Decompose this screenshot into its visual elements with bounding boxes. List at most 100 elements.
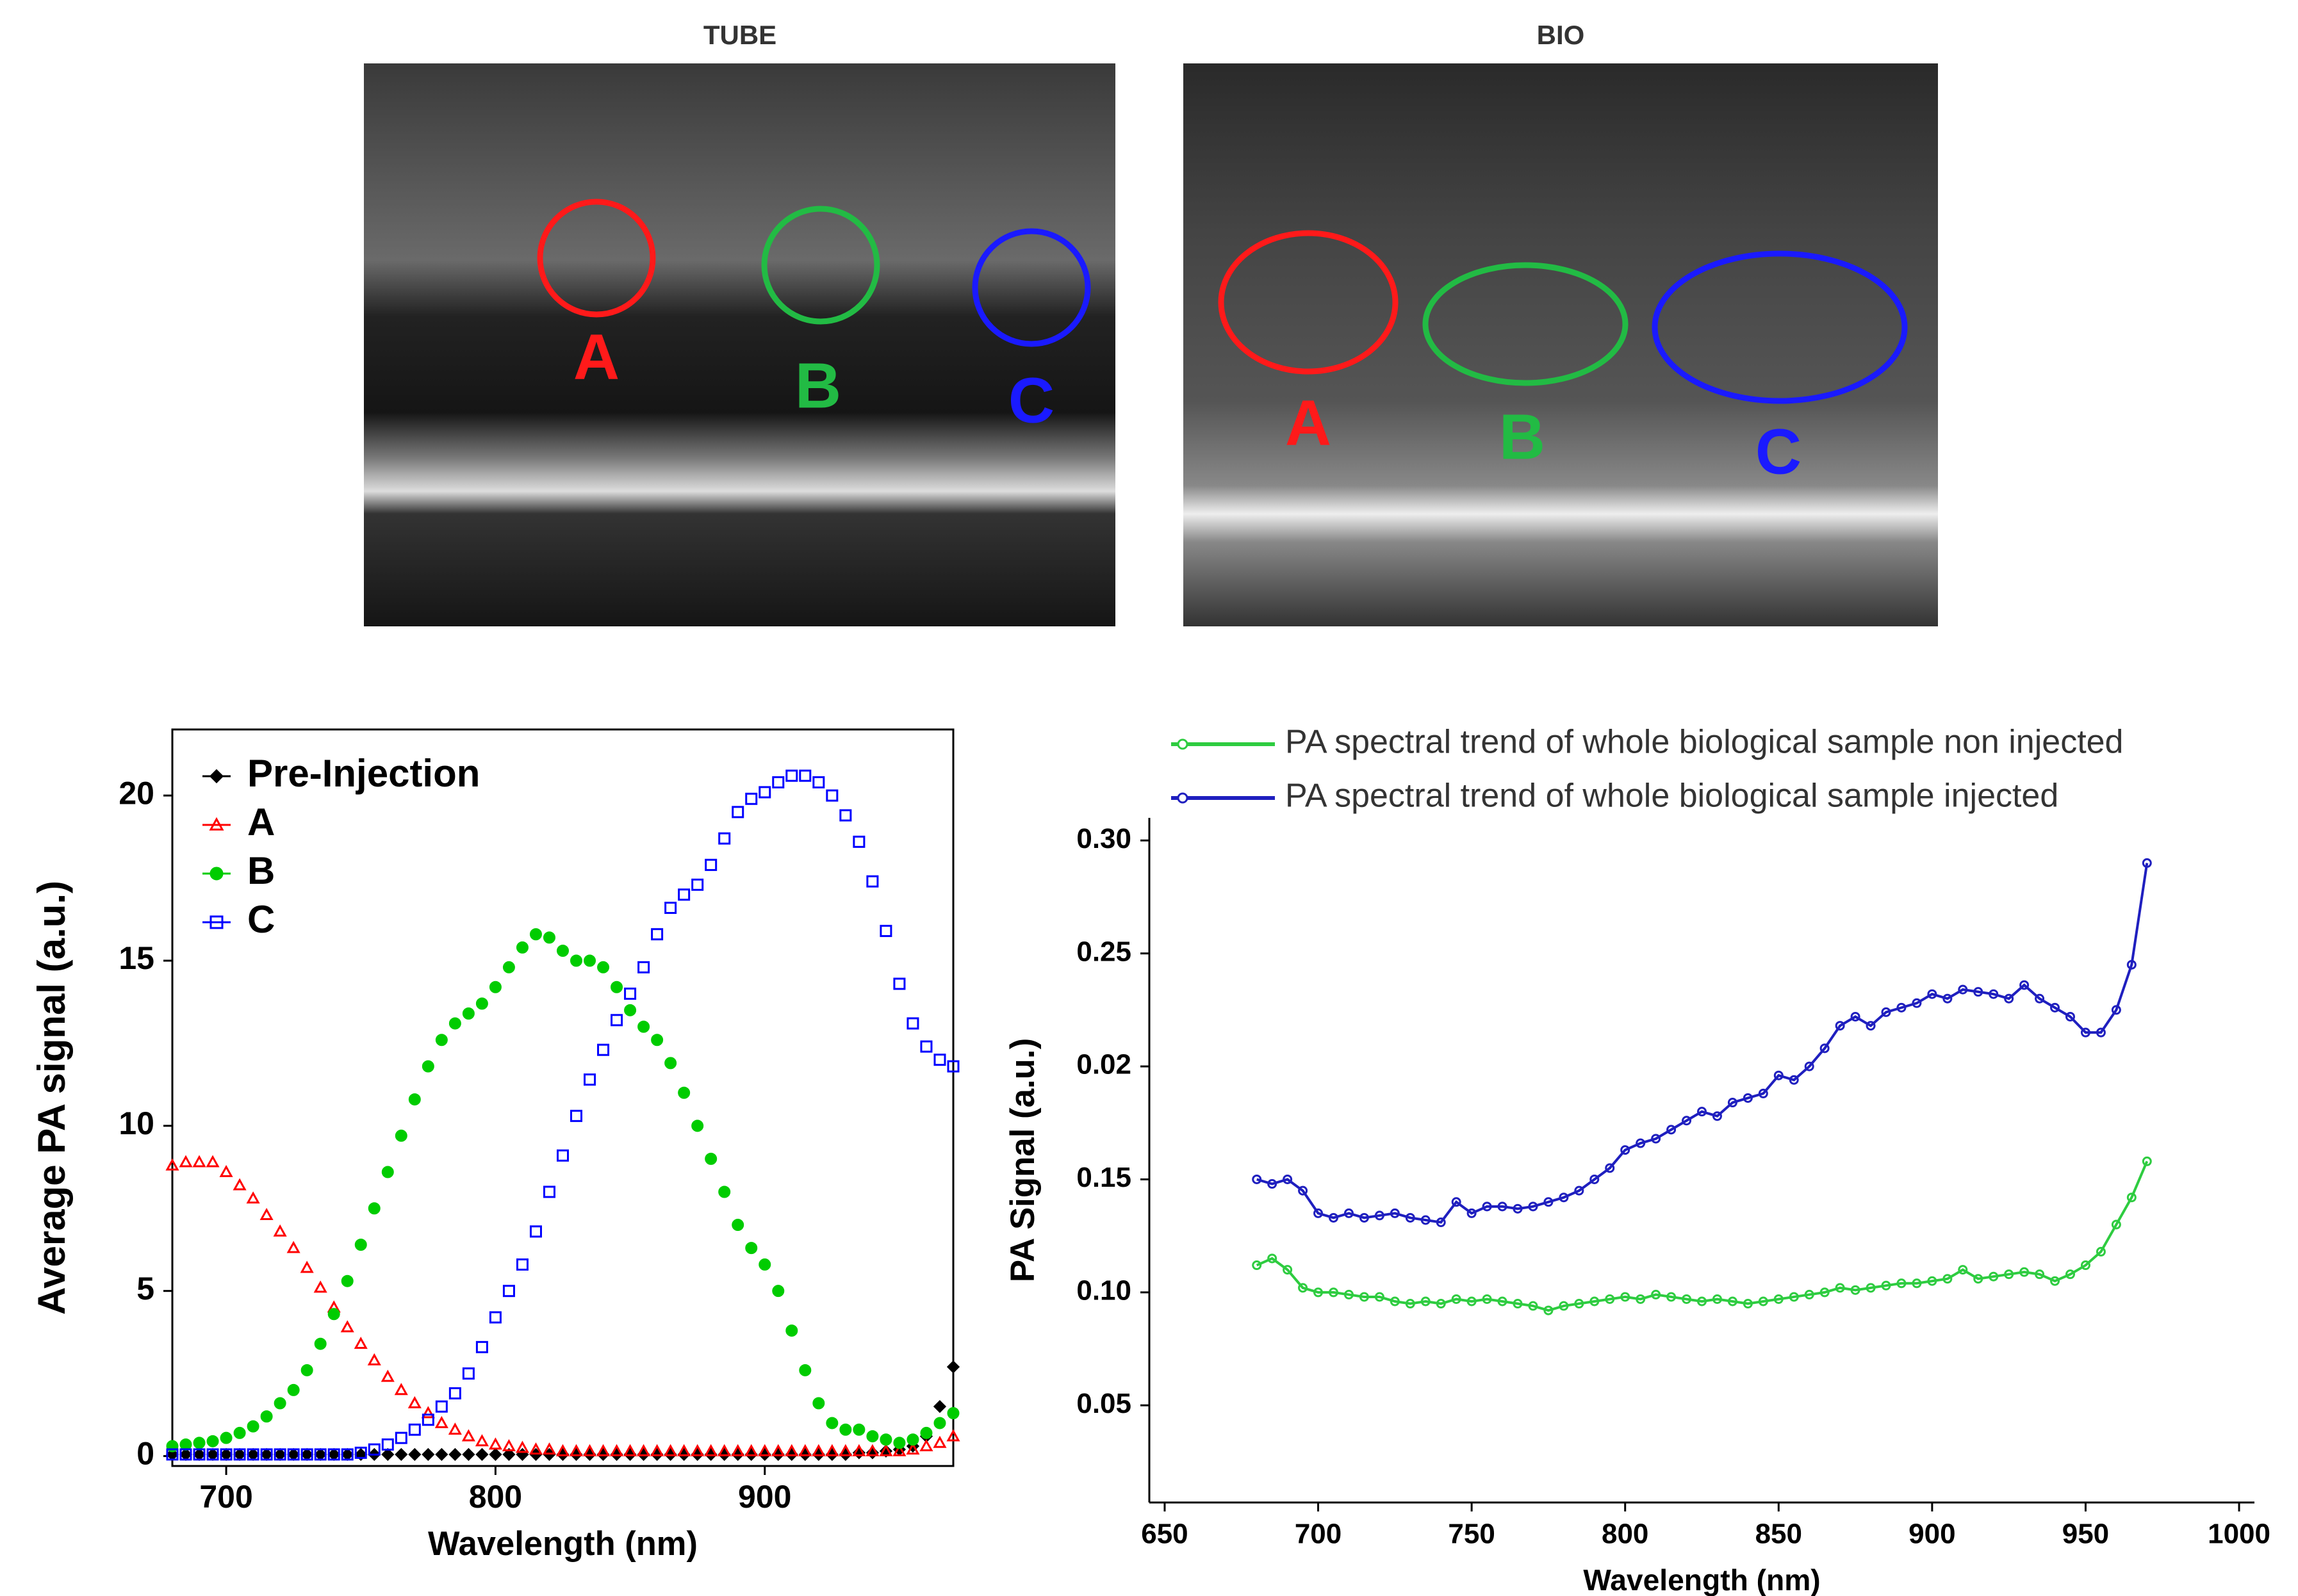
- data-point: [1666, 1125, 1677, 1135]
- data-point: [557, 945, 569, 957]
- data-point: [381, 1447, 395, 1462]
- legend-label: PA spectral trend of whole biological sa…: [1285, 778, 2058, 815]
- data-point: [799, 769, 812, 782]
- data-point: [1405, 1212, 1415, 1223]
- data-point: [1298, 1185, 1308, 1196]
- data-point: [247, 1420, 259, 1433]
- data-point: [691, 1444, 705, 1456]
- y-tick-label: 5: [136, 1271, 154, 1307]
- data-point: [394, 1383, 408, 1396]
- data-point: [1374, 1210, 1384, 1221]
- data-point: [1697, 1296, 1707, 1307]
- data-point: [341, 1448, 354, 1461]
- roi: [1652, 250, 1908, 404]
- data-point: [1343, 1289, 1354, 1299]
- data-point: [1436, 1299, 1446, 1309]
- y-tick-label: 0.05: [1076, 1388, 1131, 1419]
- data-point: [866, 1430, 879, 1443]
- data-point: [933, 1417, 946, 1429]
- data-point: [192, 1155, 206, 1168]
- data-point: [624, 988, 637, 1000]
- image-title: TUBE: [703, 20, 776, 50]
- data-point: [274, 1448, 286, 1461]
- data-point: [2080, 1027, 2090, 1038]
- data-point: [1543, 1305, 1554, 1315]
- data-point: [853, 1423, 866, 1436]
- data-point: [488, 1437, 502, 1450]
- data-point: [1420, 1296, 1431, 1307]
- legend-label: Pre-Injection: [247, 752, 480, 795]
- data-point: [1651, 1134, 1661, 1144]
- x-tick-label: 700: [1295, 1519, 1342, 1550]
- data-point: [529, 1225, 542, 1238]
- data-point: [1804, 1061, 1814, 1071]
- data-point: [287, 1447, 300, 1462]
- legend-label: B: [247, 849, 275, 892]
- data-point: [381, 1369, 395, 1382]
- data-point: [260, 1410, 273, 1423]
- y-tick-label: 20: [119, 775, 154, 811]
- data-point: [2111, 1219, 2121, 1230]
- data-point: [367, 1353, 381, 1365]
- data-point: [664, 901, 677, 914]
- data-point: [812, 776, 825, 789]
- data-point: [1712, 1294, 1722, 1304]
- data-point: [1881, 1280, 1891, 1291]
- data-point: [259, 1207, 274, 1220]
- data-point: [1636, 1294, 1646, 1304]
- data-point: [2126, 1193, 2137, 1203]
- roi: [972, 228, 1091, 347]
- data-point: [1819, 1043, 1830, 1054]
- data-point: [233, 1178, 247, 1191]
- data-point: [408, 1093, 421, 1106]
- data-point: [247, 1448, 259, 1461]
- x-tick-label: 650: [1141, 1519, 1188, 1550]
- series-line: [1256, 863, 2149, 1224]
- roi: [1218, 230, 1399, 375]
- data-point: [1866, 1283, 1876, 1293]
- data-point: [206, 1155, 220, 1168]
- data-point: [772, 1285, 785, 1298]
- data-point: [448, 1422, 462, 1435]
- data-point: [946, 1360, 960, 1374]
- roi-markers: [537, 199, 1908, 404]
- ultrasound-image: [364, 63, 1115, 626]
- data-point: [839, 1423, 852, 1436]
- data-point: [1697, 1107, 1707, 1117]
- data-point: [502, 1438, 516, 1451]
- legend-marker: [209, 915, 224, 929]
- data-point: [907, 1017, 919, 1030]
- data-point: [1927, 989, 1937, 999]
- data-point: [408, 1447, 422, 1462]
- data-point: [2065, 1011, 2075, 1022]
- roi-label: B: [795, 350, 841, 421]
- data-point: [1636, 1138, 1646, 1148]
- data-point: [2035, 993, 2045, 1004]
- data-point: [785, 1444, 799, 1456]
- roi-label: A: [1285, 387, 1331, 459]
- data-point: [2080, 1260, 2090, 1271]
- data-point: [489, 1447, 502, 1462]
- data-point: [407, 1396, 422, 1408]
- y-axis-label: PA Signal (a.u.): [1004, 1038, 1042, 1282]
- data-point: [529, 928, 542, 941]
- roi: [537, 199, 656, 318]
- data-point: [435, 1034, 448, 1046]
- x-tick-label: 1000: [2208, 1519, 2270, 1550]
- data-point: [1543, 1197, 1554, 1207]
- data-point: [1835, 1283, 1845, 1293]
- data-point: [543, 1185, 555, 1198]
- data-point: [1589, 1296, 1600, 1307]
- data-point: [610, 1444, 624, 1456]
- data-point: [2096, 1246, 2106, 1257]
- data-point: [516, 941, 529, 954]
- data-point: [1466, 1208, 1477, 1218]
- data-point: [179, 1448, 192, 1461]
- data-point: [826, 1417, 839, 1429]
- roi-label: C: [1008, 364, 1055, 436]
- x-tick-label: 900: [1908, 1519, 1955, 1550]
- data-point: [624, 1004, 637, 1016]
- data-point: [555, 1444, 570, 1456]
- data-point: [260, 1448, 273, 1461]
- data-point: [704, 1444, 718, 1456]
